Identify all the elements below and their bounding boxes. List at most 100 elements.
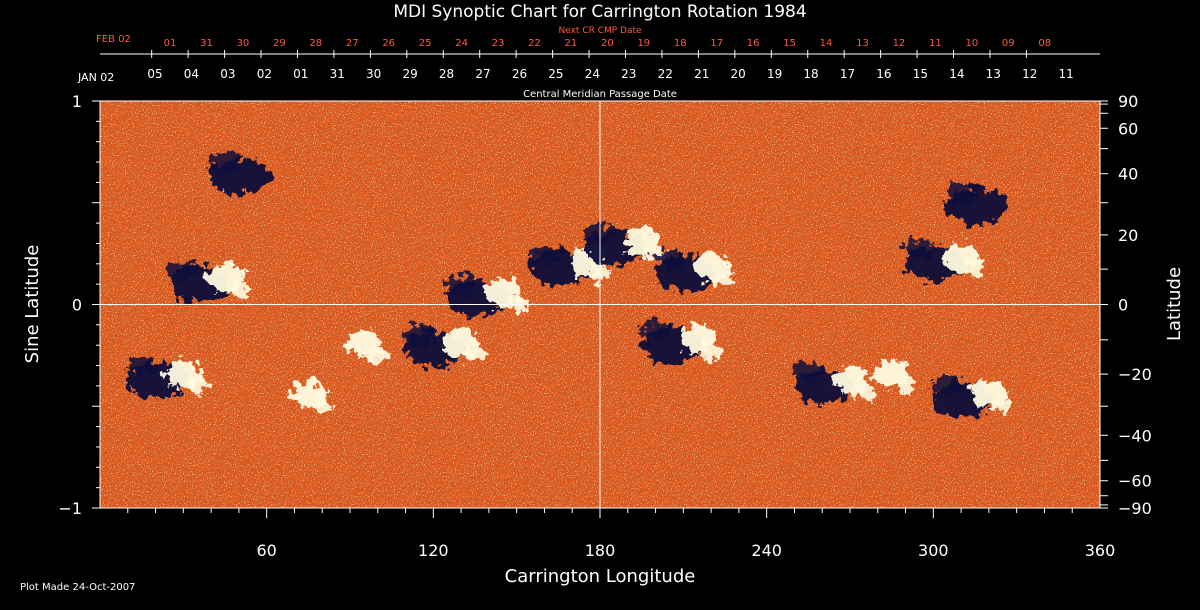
plot-area xyxy=(100,101,1100,508)
next-cmp-date-label: 08 xyxy=(1038,38,1051,49)
region-negative xyxy=(403,325,436,346)
x-axis-title: Carrington Longitude xyxy=(505,566,696,587)
x-tick-label: 360 xyxy=(1085,541,1116,560)
next-cmp-date-label: 26 xyxy=(382,38,395,49)
cmp-date-label: 23 xyxy=(621,67,636,81)
cmp-date-label: 12 xyxy=(1022,67,1037,81)
next-cmp-date-label: 28 xyxy=(309,38,322,49)
region-negative xyxy=(653,249,686,270)
y-right-tick-label: 20 xyxy=(1118,226,1138,245)
next-cmp-date-label: 15 xyxy=(783,38,796,49)
next-cmp-date-label: 01 xyxy=(164,38,177,49)
next-cmp-date-label: 11 xyxy=(929,38,942,49)
region-negative xyxy=(208,152,241,173)
region-positive xyxy=(368,347,388,364)
region-positive xyxy=(187,377,208,394)
region-positive xyxy=(895,377,916,394)
y-left-tick-label: 1 xyxy=(72,92,82,111)
next-cmp-date-label: 12 xyxy=(893,38,906,49)
x-tick-label: 240 xyxy=(751,541,782,560)
next-cmp-date-label: 14 xyxy=(820,38,833,49)
region-positive xyxy=(701,343,722,360)
next-cmp-date-label: 16 xyxy=(747,38,760,49)
next-cmp-axis: Next CR CMP Date FEB 02 01 31 30 29 28 27 26 25… xyxy=(96,26,1100,58)
region-negative xyxy=(444,274,477,295)
next-cmp-start-label: FEB 02 xyxy=(96,34,131,45)
next-cmp-date-label: 09 xyxy=(1002,38,1015,49)
cmp-date-label: 24 xyxy=(585,67,600,81)
region-positive xyxy=(854,383,875,400)
cmp-date-label: 17 xyxy=(840,67,855,81)
next-cmp-date-label: 27 xyxy=(346,38,359,49)
cmp-date-label: 18 xyxy=(803,67,818,81)
y-axis-left-title: Sine Latitude xyxy=(22,245,43,364)
x-tick-label: 120 xyxy=(418,541,449,560)
next-cmp-date-label: 10 xyxy=(965,38,978,49)
cmp-axis: JAN 02 Central Meridian Passage Date 05 0… xyxy=(77,67,1074,100)
y-right-tick-label: −40 xyxy=(1118,426,1152,445)
y-left-tick-label: −1 xyxy=(58,499,82,518)
next-cmp-date-label: 24 xyxy=(455,38,468,49)
region-positive xyxy=(965,261,986,278)
cmp-date-label: 11 xyxy=(1059,67,1074,81)
region-positive xyxy=(715,271,736,288)
x-tick-label: 60 xyxy=(256,541,276,560)
y-axis-left: 1 0 −1 xyxy=(58,92,100,518)
cmp-axis-label: Central Meridian Passage Date xyxy=(523,89,677,100)
cmp-date-label: 26 xyxy=(512,67,527,81)
next-cmp-date-label: 30 xyxy=(237,38,250,49)
region-negative xyxy=(903,239,936,260)
cmp-date-label: 29 xyxy=(402,67,417,81)
plot-made-label: Plot Made 24-Oct-2007 xyxy=(20,582,135,593)
region-negative xyxy=(944,182,977,203)
next-cmp-date-label: 20 xyxy=(601,38,614,49)
cmp-date-label: 28 xyxy=(439,67,454,81)
next-cmp-date-label: 31 xyxy=(200,38,213,49)
cmp-date-label: 02 xyxy=(257,67,272,81)
cmp-date-label: 30 xyxy=(366,67,381,81)
cmp-date-label: 22 xyxy=(658,67,673,81)
x-tick-label: 300 xyxy=(918,541,949,560)
region-negative xyxy=(792,361,825,382)
cmp-date-label: 25 xyxy=(548,67,563,81)
y-left-tick-label: 0 xyxy=(72,296,82,315)
region-positive xyxy=(312,398,333,415)
region-positive xyxy=(229,282,250,299)
cmp-date-label: 14 xyxy=(949,67,964,81)
region-positive xyxy=(993,398,1013,415)
y-right-tick-label: −60 xyxy=(1118,472,1152,491)
region-positive xyxy=(465,347,486,364)
next-cmp-date-label: 21 xyxy=(565,38,578,49)
cmp-date-label: 03 xyxy=(220,67,235,81)
next-cmp-date-label: 18 xyxy=(674,38,687,49)
cmp-date-label: 16 xyxy=(876,67,891,81)
cmp-start-label: JAN 02 xyxy=(77,71,114,84)
y-axis-right: 90 60 40 20 0 −20 −40 −60 −90 xyxy=(1100,92,1152,518)
next-cmp-date-label: 25 xyxy=(419,38,432,49)
next-cmp-date-label: 17 xyxy=(710,38,723,49)
cmp-date-label: 01 xyxy=(293,67,308,81)
next-cmp-date-labels: 01 31 30 29 28 27 26 25 24 23 22 21 20 19 18 17 16 15 14 13… xyxy=(151,38,1051,58)
cmp-date-label: 04 xyxy=(184,67,199,81)
y-axis-right-title: Latitude xyxy=(1164,267,1185,341)
cmp-date-label: 13 xyxy=(986,67,1001,81)
x-axis: 60 120 180 240 300 360 xyxy=(127,508,1116,560)
next-cmp-date-label: 13 xyxy=(856,38,869,49)
x-tick-label: 180 xyxy=(585,541,616,560)
next-cmp-date-label: 23 xyxy=(492,38,505,49)
cmp-date-label: 20 xyxy=(731,67,746,81)
cmp-date-label: 19 xyxy=(767,67,782,81)
magnetic-regions xyxy=(125,152,1013,419)
y-right-tick-label: 60 xyxy=(1118,119,1138,138)
y-right-tick-label: 40 xyxy=(1118,165,1138,184)
next-cmp-date-label: 29 xyxy=(273,38,286,49)
chart-title: MDI Synoptic Chart for Carrington Rotati… xyxy=(393,2,806,22)
y-right-tick-label: −90 xyxy=(1118,499,1152,518)
cmp-date-label: 31 xyxy=(330,67,345,81)
y-right-tick-label: −20 xyxy=(1118,365,1152,384)
next-cmp-date-label: 19 xyxy=(637,38,650,49)
y-right-tick-label: 0 xyxy=(1118,296,1128,315)
y-right-tick-label: 90 xyxy=(1118,92,1138,111)
cmp-date-label: 15 xyxy=(913,67,928,81)
